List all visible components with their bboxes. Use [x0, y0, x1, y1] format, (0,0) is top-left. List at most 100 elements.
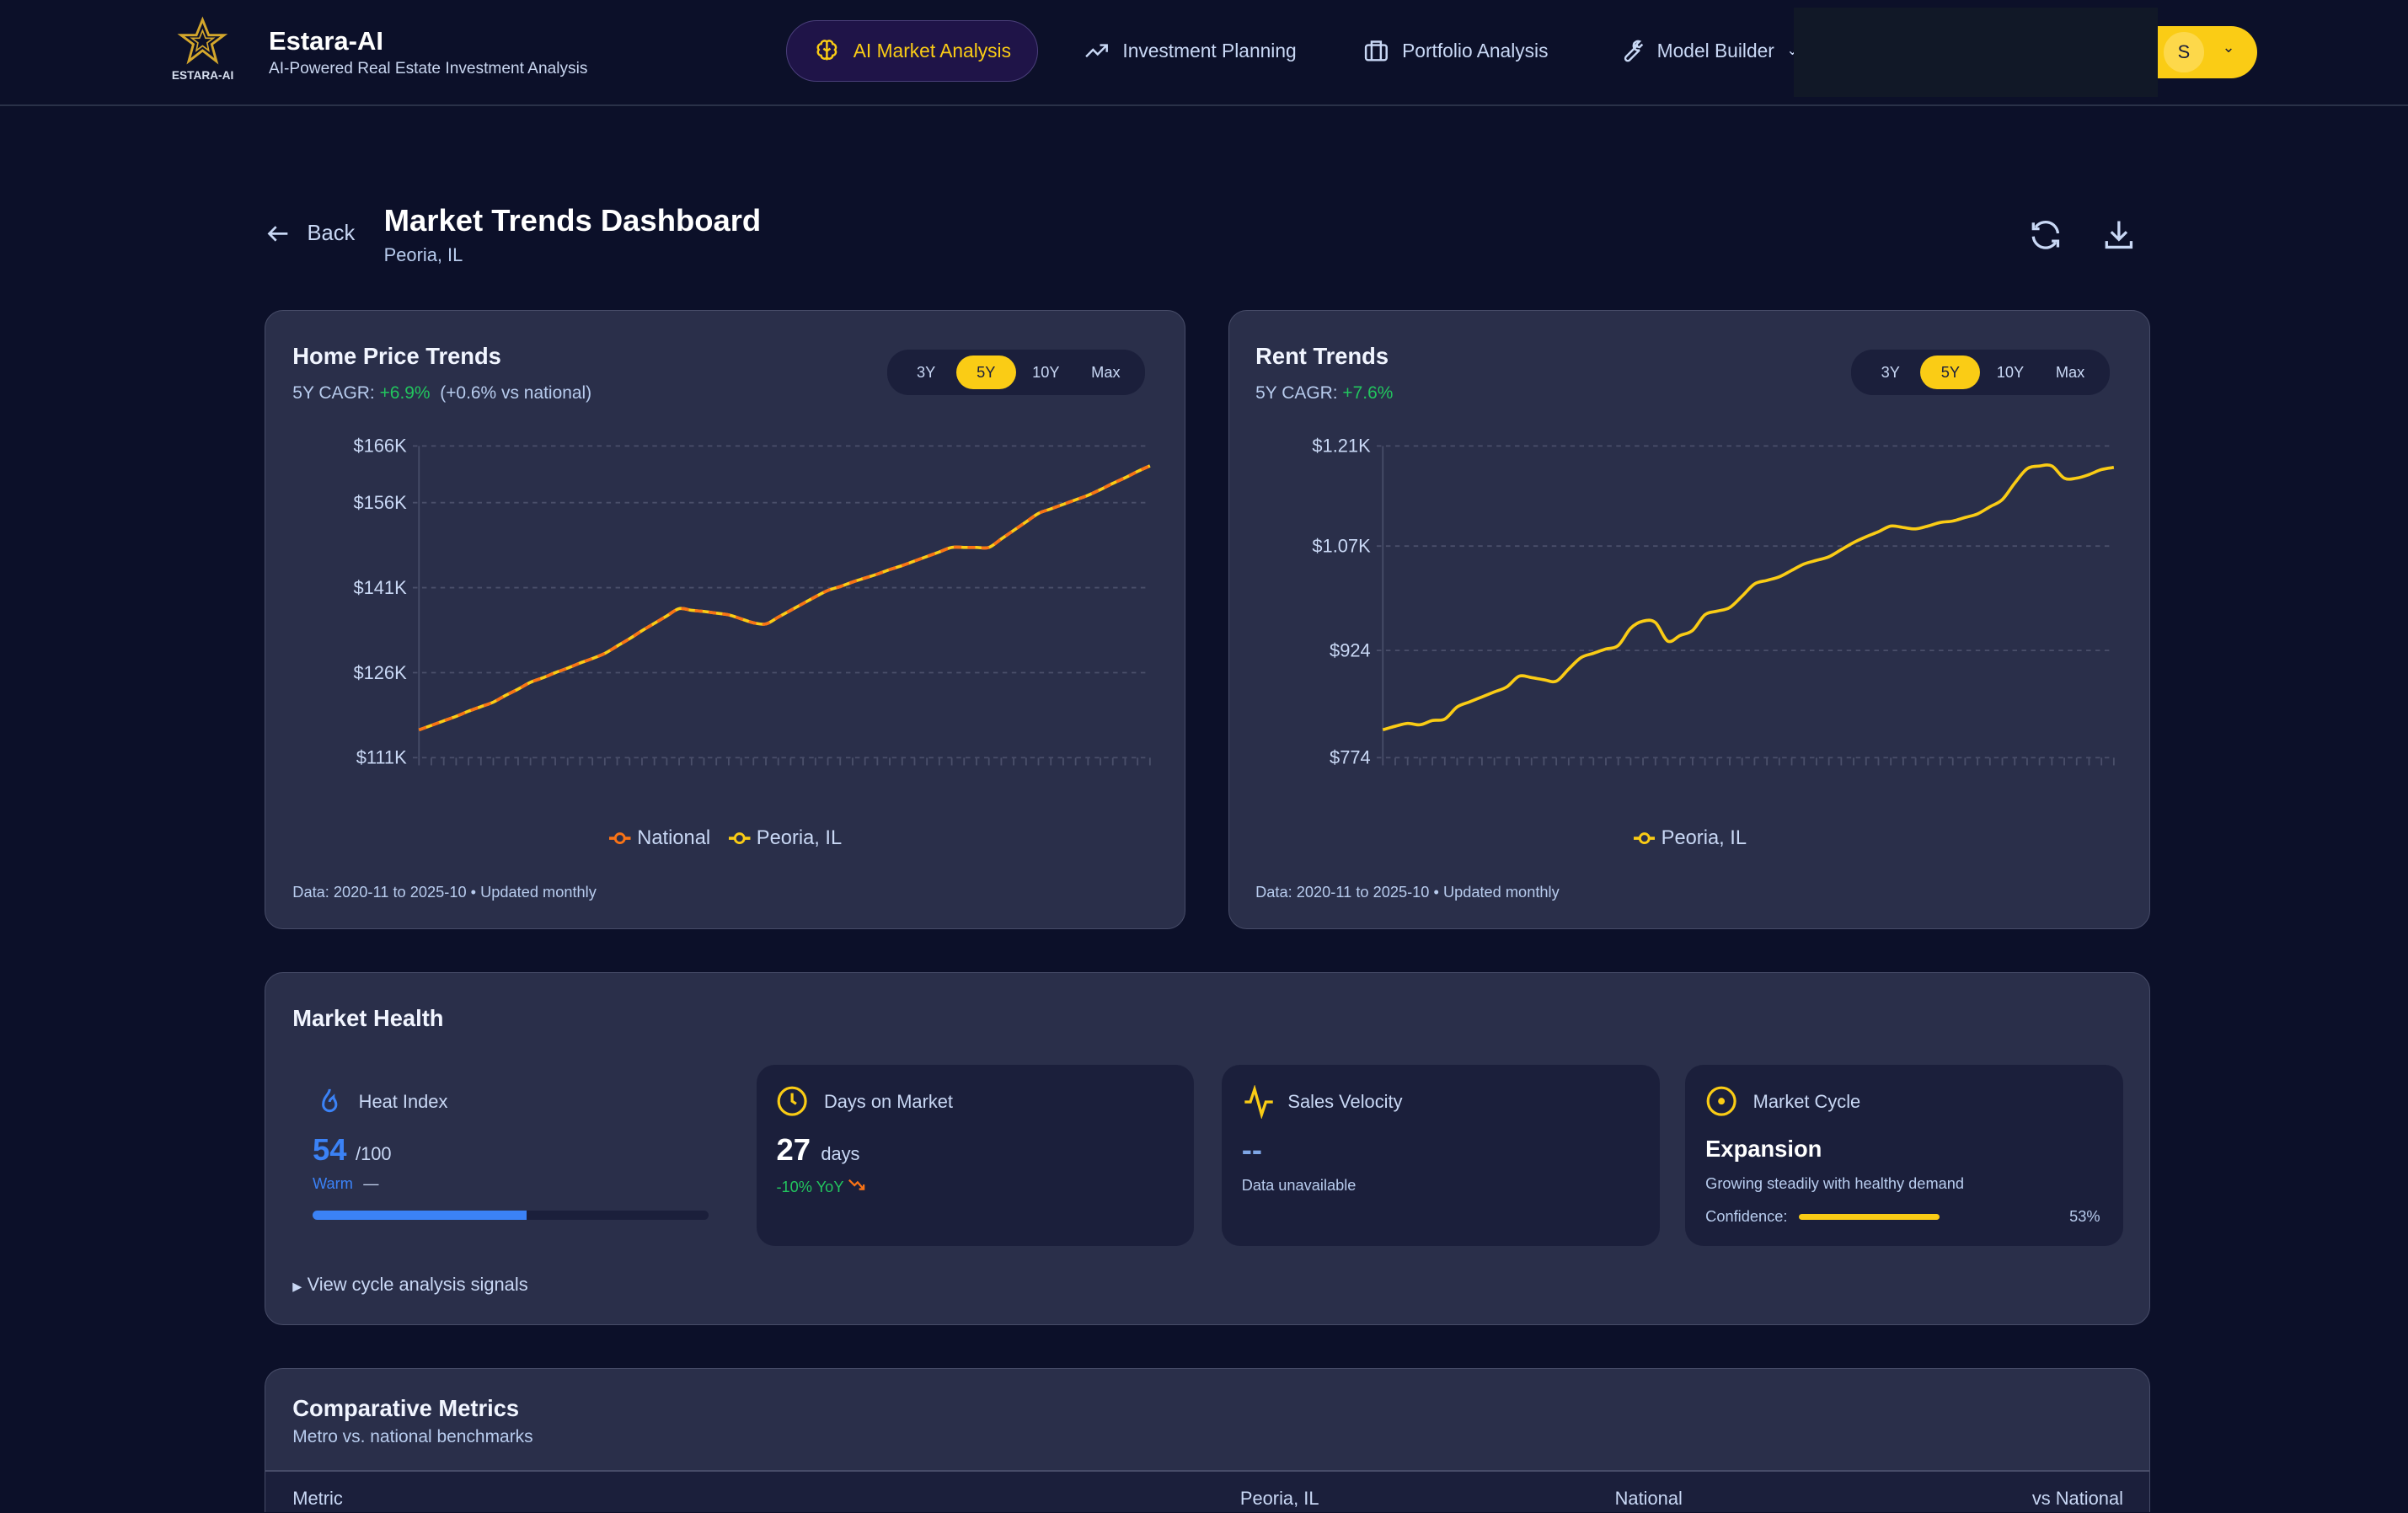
logo[interactable]: ESTARA-AI	[163, 15, 243, 86]
sales-velocity-tile: Sales Velocity -- Data unavailable	[1222, 1065, 1660, 1247]
column-header-vs-national[interactable]: vs National	[2031, 1487, 2123, 1509]
back-button[interactable]: Back	[265, 220, 356, 248]
refresh-icon[interactable]	[2027, 217, 2064, 254]
y-tick-label: $1.07K	[1313, 536, 1372, 557]
tile-label: Heat Index	[358, 1091, 448, 1113]
target-icon	[1706, 1086, 1736, 1116]
page-subtitle: Peoria, IL	[383, 243, 463, 265]
confidence-value: 53%	[2069, 1207, 2100, 1225]
trending-down-icon	[848, 1179, 865, 1190]
card-title: Rent Trends	[1255, 343, 1389, 370]
column-header-national[interactable]: National	[1614, 1487, 1683, 1509]
days-on-market-tile: Days on Market 27 days -10% YoY	[756, 1065, 1195, 1247]
back-label: Back	[307, 221, 356, 245]
trending-up-icon	[1085, 44, 1108, 57]
tile-label: Days on Market	[823, 1091, 954, 1113]
briefcase-icon	[1364, 40, 1388, 61]
range-5y[interactable]: 5Y	[955, 356, 1016, 390]
legend-peoria[interactable]: Peoria, IL	[729, 827, 842, 850]
tile-label: Sales Velocity	[1287, 1091, 1403, 1113]
dom-unit: days	[821, 1143, 860, 1165]
range-max[interactable]: Max	[2055, 364, 2085, 382]
range-selector: 3Y 5Y 10Y Max	[1851, 349, 2110, 396]
caret-right-icon: ▶	[292, 1280, 302, 1294]
column-header-metric[interactable]: Metric	[292, 1487, 343, 1509]
data-footer: Data: 2020-11 to 2025-10 • Updated month…	[292, 884, 597, 901]
cagr-value: +6.9%	[379, 382, 431, 403]
y-tick-label: $1.21K	[1313, 436, 1372, 457]
home-price-card: Home Price Trends 5Y CAGR: +6.9% (+0.6% …	[264, 310, 1186, 929]
range-5y[interactable]: 5Y	[1920, 356, 1981, 390]
y-tick-label: $774	[1330, 747, 1371, 768]
nav-label: AI Market Analysis	[853, 39, 1011, 61]
y-tick-label: $156K	[353, 492, 407, 513]
series-line	[418, 464, 1151, 732]
heat-value-row: 54 /100	[313, 1132, 392, 1168]
app-subtitle: AI-Powered Real Estate Investment Analys…	[268, 60, 588, 78]
cagr-line: 5Y CAGR: +7.6%	[1255, 383, 1393, 404]
home-price-chart: $166K $156K $141K $126K $111K	[353, 436, 1151, 768]
nav-investment-planning[interactable]: Investment Planning	[1083, 37, 1297, 65]
star-logo-icon	[177, 16, 228, 65]
confidence-label: Confidence:	[1705, 1207, 1788, 1225]
legend-peoria[interactable]: Peoria, IL	[1633, 827, 1747, 850]
heat-progress-fill	[312, 1211, 527, 1221]
table-header: Metric Peoria, IL National vs National	[265, 1470, 2149, 1513]
legend-label: Peoria, IL	[756, 826, 843, 849]
range-10y[interactable]: 10Y	[1996, 364, 2025, 382]
data-footer: Data: 2020-11 to 2025-10 • Updated month…	[1255, 884, 1560, 901]
rent-chart: $1.21K $1.07K $924 $774	[1313, 436, 2115, 768]
rent-card: Rent Trends 5Y CAGR: +7.6% 3Y 5Y 10Y Max…	[1228, 310, 2150, 929]
confidence-bar	[1799, 1213, 2063, 1221]
heat-index-tile: Heat Index 54 /100 Warm —	[292, 1065, 730, 1246]
logo-text: ESTARA-AI	[171, 69, 234, 82]
cycle-signals-toggle[interactable]: ▶ View cycle analysis signals	[292, 1274, 527, 1296]
user-menu-button[interactable]: S ⌄	[2157, 25, 2258, 78]
confidence-fill	[1799, 1213, 1940, 1221]
toggle-label: View cycle analysis signals	[307, 1274, 528, 1295]
clock-icon	[778, 1086, 808, 1116]
nav-ai-market-analysis[interactable]: AI Market Analysis	[786, 19, 1039, 82]
cagr-label: 5Y CAGR:	[292, 382, 375, 403]
heat-status-row: Warm —	[313, 1175, 378, 1193]
dom-value-row: 27 days	[776, 1132, 859, 1168]
market-cycle-tile: Market Cycle Expansion Growing steadily …	[1685, 1065, 2123, 1247]
nav-portfolio-analysis[interactable]: Portfolio Analysis	[1362, 37, 1549, 65]
tile-label: Market Cycle	[1752, 1091, 1861, 1113]
dom-change-row: -10% YoY	[776, 1177, 866, 1196]
cagr-line: 5Y CAGR: +6.9% (+0.6% vs national)	[292, 383, 591, 404]
heat-max: /100	[356, 1143, 392, 1165]
vs-national: (+0.6% vs national)	[440, 382, 592, 403]
page-title: Market Trends Dashboard	[383, 202, 762, 238]
velocity-value: --	[1241, 1132, 1262, 1168]
flame-icon	[321, 1088, 338, 1112]
range-3y[interactable]: 3Y	[1881, 364, 1900, 382]
activity-icon	[1244, 1084, 1273, 1119]
card-title: Home Price Trends	[292, 343, 501, 370]
legend-national[interactable]: National	[609, 827, 710, 850]
app-title: Estara-AI	[268, 25, 383, 56]
avatar: S	[2164, 32, 2204, 72]
section-subtitle: Metro vs. national benchmarks	[292, 1427, 533, 1447]
column-header-peoria[interactable]: Peoria, IL	[1239, 1487, 1319, 1509]
cycle-phase: Expansion	[1705, 1135, 1822, 1162]
download-icon[interactable]	[2100, 217, 2138, 254]
cagr-value: +7.6%	[1342, 382, 1394, 403]
section-title: Market Health	[292, 1005, 444, 1032]
cagr-label: 5Y CAGR:	[1255, 382, 1338, 403]
y-tick-label: $141K	[353, 577, 407, 598]
nav-label: Portfolio Analysis	[1402, 39, 1549, 61]
heat-trend: —	[363, 1175, 379, 1193]
overlay-panel	[1793, 8, 2158, 97]
range-3y[interactable]: 3Y	[917, 364, 936, 382]
range-max[interactable]: Max	[1091, 364, 1121, 382]
nav-model-builder[interactable]: Model Builder ⌄	[1617, 37, 1798, 65]
legend-marker-icon	[609, 832, 631, 845]
y-tick-label: $111K	[356, 747, 406, 768]
dom-change: -10% YoY	[776, 1179, 844, 1196]
top-header: ESTARA-AI Estara-AI AI-Powered Real Esta…	[0, 0, 2408, 106]
series-line	[418, 464, 1151, 732]
range-10y[interactable]: 10Y	[1032, 364, 1060, 382]
legend-label: National	[637, 826, 711, 849]
section-title: Comparative Metrics	[292, 1395, 520, 1421]
